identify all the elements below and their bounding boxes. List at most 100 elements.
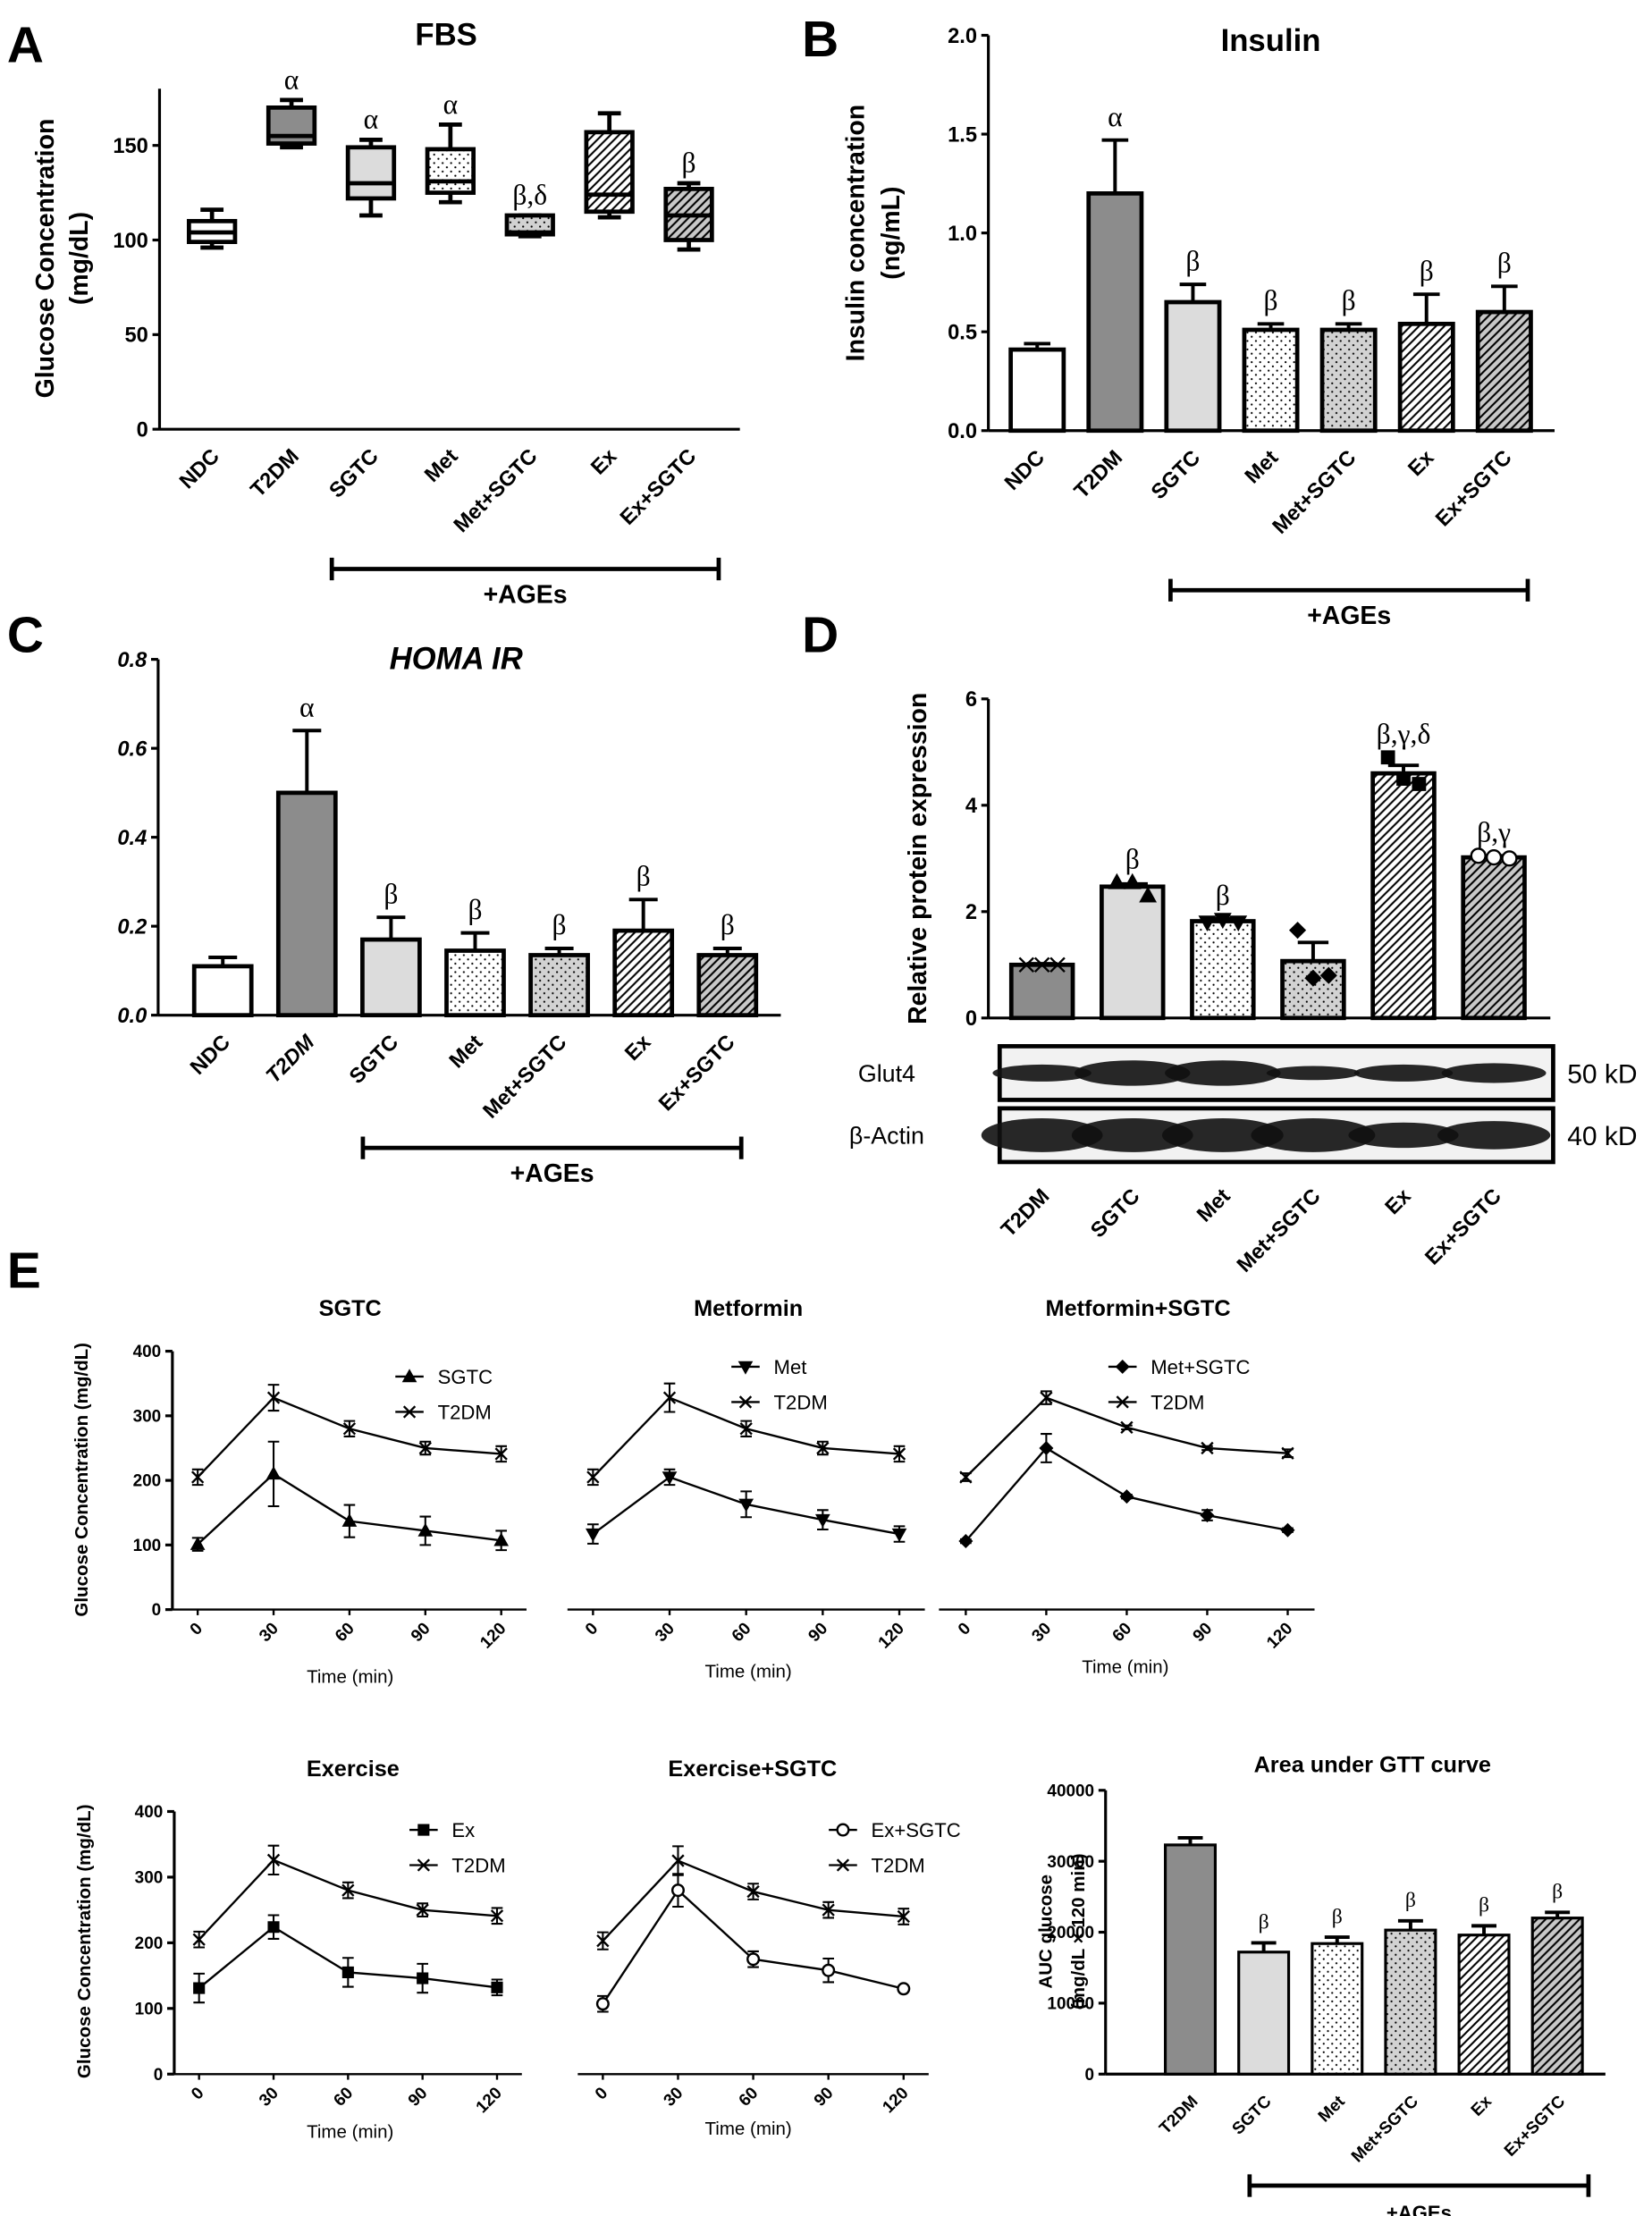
marker xyxy=(822,1903,835,1917)
significance-label: β xyxy=(1552,1881,1563,1904)
marker xyxy=(342,1422,357,1436)
significance-label: α xyxy=(284,63,299,95)
y-axis-label: Relative protein expression xyxy=(904,693,932,1024)
legend-marker xyxy=(401,1369,417,1383)
marker xyxy=(193,1982,206,1994)
significance-label: β xyxy=(1185,245,1200,276)
marker xyxy=(1139,886,1158,903)
y-tick-label: 0.4 xyxy=(117,827,147,850)
marker xyxy=(586,1470,600,1484)
marker xyxy=(1319,966,1337,984)
marker xyxy=(959,1470,973,1484)
blot-band xyxy=(1161,1117,1284,1152)
y-tick-label: 200 xyxy=(135,1934,164,1953)
whisker xyxy=(438,122,462,149)
significance-label: β xyxy=(468,894,482,925)
significance-label: β xyxy=(1342,285,1356,316)
marker xyxy=(891,1528,907,1542)
chart-title: Area under GTT curve xyxy=(1254,1752,1491,1777)
legend-label: T2DM xyxy=(1150,1391,1204,1413)
marker xyxy=(190,1536,206,1550)
legend-marker xyxy=(836,1858,850,1872)
significance-label: β xyxy=(636,860,651,891)
y-tick-label: 300 xyxy=(133,1407,162,1426)
y-tick-label: 4 xyxy=(965,795,978,818)
group-label: +AGEs xyxy=(510,1159,594,1188)
chart-title: FBS xyxy=(415,19,476,53)
marker xyxy=(1396,771,1411,786)
y-axis-label: Glucose Concentration (mg/dL) xyxy=(74,1804,95,2078)
marker xyxy=(897,1982,911,1996)
significance-label: α xyxy=(1108,101,1123,132)
error-bar xyxy=(1297,940,1329,962)
legend-marker xyxy=(738,1361,754,1375)
blot-band xyxy=(1074,1060,1191,1086)
group-label: +AGEs xyxy=(484,580,568,609)
band-size: 50 kD xyxy=(1567,1059,1637,1089)
y-axis-label: Glucose Concentration (mg/dL) xyxy=(72,1343,92,1617)
bar xyxy=(360,937,422,1018)
significance-label: β xyxy=(552,909,567,940)
marker xyxy=(341,1966,354,1978)
marker xyxy=(266,1391,281,1404)
y-tick-label: 300 xyxy=(135,1869,164,1888)
blot-band xyxy=(1071,1117,1193,1152)
marker xyxy=(897,1909,910,1924)
significance-label: α xyxy=(364,104,379,135)
bar xyxy=(1008,962,1075,1021)
y-tick-label: 0.5 xyxy=(948,321,977,344)
marker xyxy=(671,1854,685,1867)
panel-label: A xyxy=(7,17,44,73)
marker xyxy=(1304,969,1322,987)
marker xyxy=(1281,1446,1294,1460)
legend-label: Ex xyxy=(451,1819,475,1841)
marker xyxy=(1123,872,1142,889)
significance-label: β xyxy=(1332,1905,1343,1928)
legend-label: SGTC xyxy=(438,1366,493,1388)
error-bar xyxy=(628,897,658,931)
marker xyxy=(1486,849,1503,866)
y-axis-label: Glucose Concentration xyxy=(31,119,60,399)
y-tick-label: 0 xyxy=(137,418,148,442)
y-tick-label: 200 xyxy=(133,1472,162,1491)
chart-title: SGTC xyxy=(319,1296,382,1321)
y-tick-label: 0.0 xyxy=(117,1005,147,1028)
legend-label: Ex+SGTC xyxy=(872,1819,961,1841)
y-tick-label: 0.0 xyxy=(948,420,977,443)
y-axis-label: Insulin concentration xyxy=(842,105,871,361)
y-tick-label: 0 xyxy=(1085,2066,1095,2085)
bar xyxy=(1461,855,1527,1021)
box xyxy=(425,147,476,195)
marker xyxy=(416,1903,429,1917)
significance-label: α xyxy=(443,88,459,120)
significance-label: β xyxy=(1420,255,1434,286)
marker xyxy=(1120,1420,1134,1434)
error-bar xyxy=(460,931,490,951)
marker xyxy=(1018,956,1035,973)
y-tick-label: 0 xyxy=(152,1601,162,1620)
marker xyxy=(491,1981,503,1993)
y-tick-label: 10000 xyxy=(1047,1995,1094,2014)
y-tick-label: 40000 xyxy=(1047,1782,1094,1800)
marker xyxy=(738,1498,754,1512)
legend-marker xyxy=(836,1823,850,1837)
legend-marker xyxy=(402,1405,417,1419)
legend-marker xyxy=(738,1395,753,1409)
legend-label: T2DM xyxy=(872,1854,925,1876)
panel-label: E xyxy=(7,1243,41,1299)
box xyxy=(584,130,635,215)
error-bar xyxy=(292,729,322,793)
bar xyxy=(612,928,675,1018)
legend-label: Met xyxy=(774,1356,807,1378)
marker xyxy=(490,1909,504,1923)
bar xyxy=(1319,327,1378,434)
chart-title: Insulin xyxy=(1221,24,1321,58)
y-tick-label: 400 xyxy=(135,1803,164,1822)
significance-label: β xyxy=(682,147,696,178)
legend-marker xyxy=(1115,1359,1130,1374)
significance-label: β xyxy=(1497,248,1512,279)
legend-label: T2DM xyxy=(438,1401,492,1423)
marker xyxy=(341,1512,358,1527)
marker xyxy=(1501,850,1518,867)
bar xyxy=(1086,191,1144,434)
